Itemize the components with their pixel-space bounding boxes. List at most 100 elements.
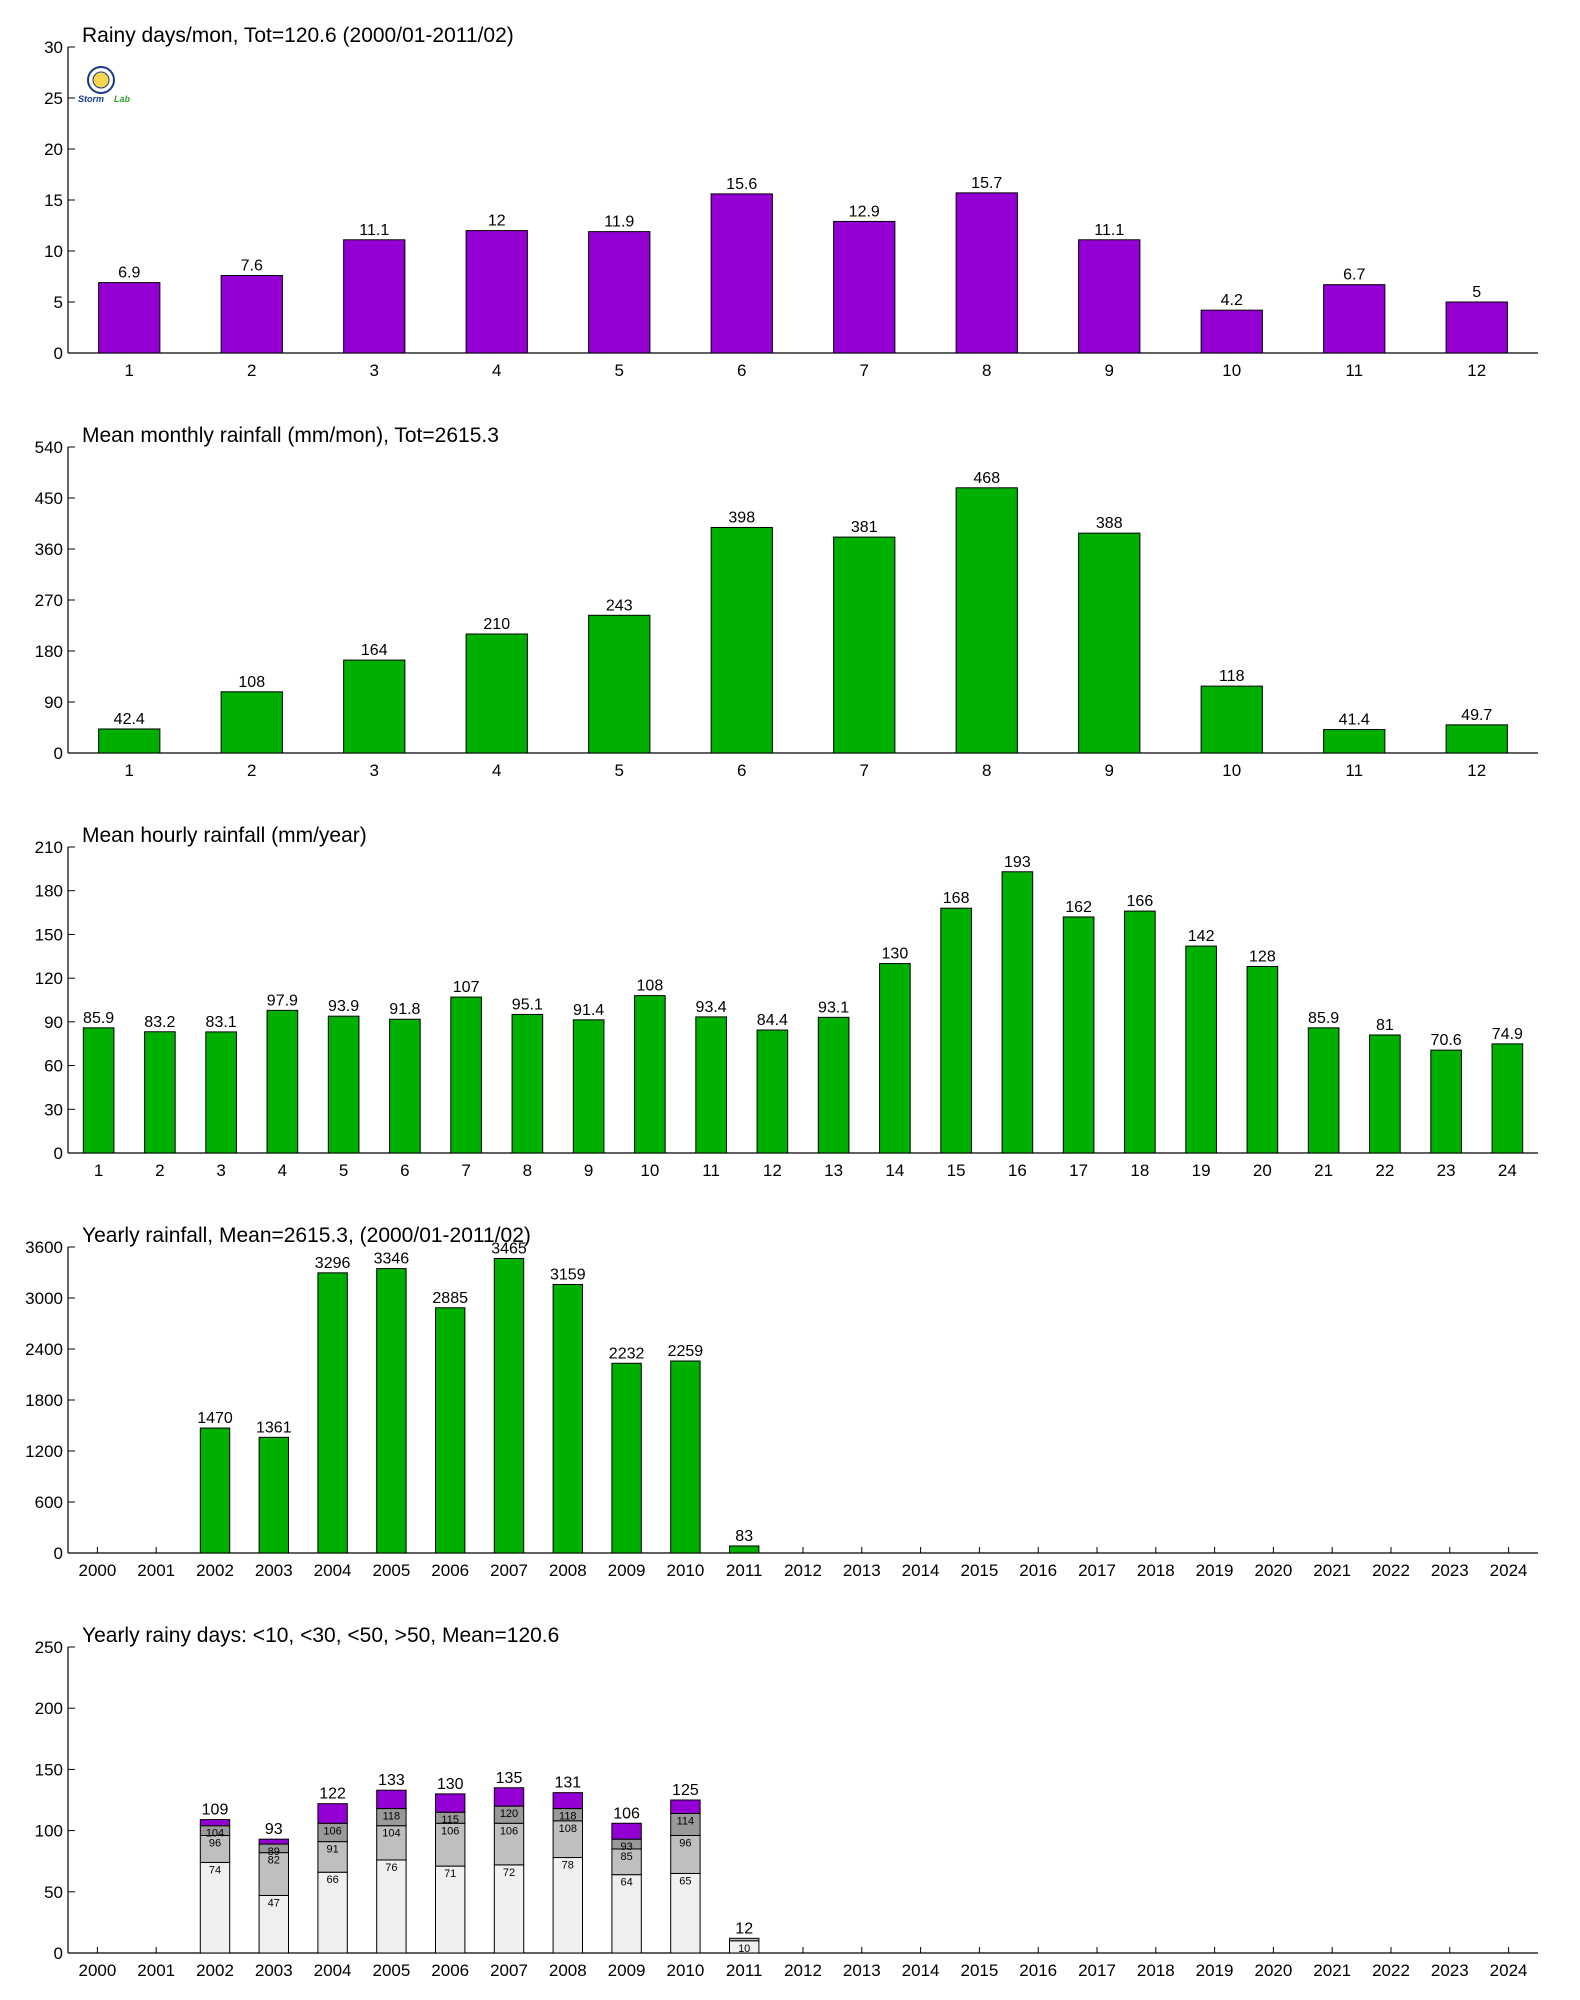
bar [955, 487, 1018, 754]
x-tick-label: 2001 [137, 1561, 175, 1580]
x-tick-label: 19 [1192, 1161, 1211, 1180]
bar [376, 1268, 407, 1554]
bar [493, 1257, 525, 1554]
x-tick-label: 2009 [608, 1961, 646, 1980]
bar [572, 1019, 605, 1154]
y-tick-label: 210 [35, 838, 63, 857]
x-tick-label: 2004 [314, 1961, 352, 1980]
segment-value-label: 65 [679, 1875, 691, 1887]
chart-panel-3: Mean hourly rainfall (mm/year)0306090120… [35, 824, 1538, 1180]
bar [389, 1018, 421, 1154]
bar [940, 907, 972, 1154]
x-tick-label: 14 [885, 1161, 904, 1180]
x-tick-label: 2019 [1196, 1961, 1234, 1980]
segment-value-label: 104 [206, 1828, 224, 1840]
x-tick-label: 2013 [843, 1961, 881, 1980]
y-tick-label: 5 [54, 293, 63, 312]
x-tick-label: 24 [1498, 1161, 1517, 1180]
bar [435, 1307, 466, 1554]
bar-value-label: 3465 [491, 1240, 527, 1257]
bar [833, 220, 896, 354]
x-tick-label: 21 [1314, 1161, 1333, 1180]
bar-value-label: 85.9 [1308, 1010, 1339, 1027]
x-tick-label: 2009 [608, 1561, 646, 1580]
bar-segment [258, 1838, 290, 1845]
bar-value-label: 2259 [668, 1343, 704, 1360]
segment-value-label: 115 [441, 1814, 459, 1826]
x-tick-label: 9 [584, 1161, 593, 1180]
bar [1323, 284, 1386, 354]
bar [1445, 724, 1508, 754]
x-tick-label: 4 [492, 761, 501, 780]
x-tick-label: 5 [615, 361, 624, 380]
bar-value-label: 166 [1127, 893, 1154, 910]
bar-value-label: 83 [735, 1528, 753, 1545]
x-tick-label: 2007 [490, 1561, 528, 1580]
bar-segment [376, 1859, 407, 1954]
segment-value-label: 64 [620, 1877, 632, 1889]
bar-value-label: 108 [238, 674, 265, 691]
seal-logo-icon: Storm Lab [78, 66, 131, 104]
chart-title: Yearly rainy days: <10, <30, <50, >50, M… [82, 1624, 559, 1647]
bar-value-label: 42.4 [114, 711, 145, 728]
x-tick-label: 15 [947, 1161, 966, 1180]
bar-segment [435, 1793, 466, 1813]
bar-segment [552, 1820, 583, 1859]
bar-value-label: 193 [1004, 854, 1031, 871]
chart-panel-2: Mean monthly rainfall (mm/mon), Tot=2615… [35, 424, 1538, 780]
y-tick-label: 180 [35, 882, 63, 901]
bar-value-label: 243 [606, 597, 633, 614]
bar [710, 193, 773, 354]
bar-value-label: 83.2 [144, 1014, 175, 1031]
bar-segment [317, 1803, 348, 1824]
bar-total-label: 131 [554, 1775, 581, 1792]
x-tick-label: 23 [1437, 1161, 1456, 1180]
y-tick-label: 200 [35, 1699, 63, 1718]
segment-value-label: 96 [209, 1837, 221, 1849]
bar-value-label: 381 [851, 519, 878, 536]
x-tick-label: 2006 [431, 1561, 469, 1580]
x-tick-label: 4 [278, 1161, 287, 1180]
x-tick-label: 2017 [1078, 1961, 1116, 1980]
segment-value-label: 104 [382, 1828, 400, 1840]
bar [1200, 685, 1263, 754]
x-tick-label: 2012 [784, 1961, 822, 1980]
bar-value-label: 11.1 [359, 222, 389, 239]
x-tick-label: 2006 [431, 1961, 469, 1980]
y-tick-label: 30 [44, 1100, 63, 1119]
segment-value-label: 66 [326, 1874, 338, 1886]
x-tick-label: 2002 [196, 1561, 234, 1580]
x-tick-label: 2018 [1137, 1561, 1175, 1580]
segment-value-label: 89 [268, 1846, 280, 1858]
bar-value-label: 168 [943, 890, 970, 907]
y-tick-label: 360 [35, 540, 63, 559]
bar-segment [199, 1861, 231, 1954]
x-tick-label: 2000 [78, 1961, 116, 1980]
bar-segment [493, 1787, 525, 1807]
x-tick-label: 2005 [372, 1961, 410, 1980]
x-tick-label: 2023 [1431, 1961, 1469, 1980]
x-tick-label: 2003 [255, 1561, 293, 1580]
x-tick-label: 13 [824, 1161, 843, 1180]
y-tick-label: 60 [44, 1057, 63, 1076]
y-tick-label: 250 [35, 1638, 63, 1657]
x-tick-label: 5 [615, 761, 624, 780]
bar-total-label: 12 [735, 1920, 753, 1937]
x-tick-label: 2021 [1313, 1561, 1351, 1580]
segment-value-label: 120 [500, 1808, 518, 1820]
bar-total-label: 133 [378, 1772, 405, 1789]
bar [220, 274, 283, 354]
x-tick-label: 2018 [1137, 1961, 1175, 1980]
x-tick-label: 2015 [960, 1561, 998, 1580]
segment-value-label: 71 [444, 1868, 456, 1880]
x-tick-label: 3 [370, 761, 379, 780]
bar-segment [670, 1872, 701, 1954]
segment-value-label: 78 [562, 1860, 574, 1872]
x-tick-label: 12 [1467, 361, 1486, 380]
y-tick-label: 0 [54, 1144, 63, 1163]
y-tick-label: 180 [35, 642, 63, 661]
bar-value-label: 2232 [609, 1345, 645, 1362]
segment-value-label: 108 [559, 1823, 577, 1835]
bar-value-label: 93.9 [328, 998, 359, 1015]
x-tick-label: 10 [640, 1161, 659, 1180]
